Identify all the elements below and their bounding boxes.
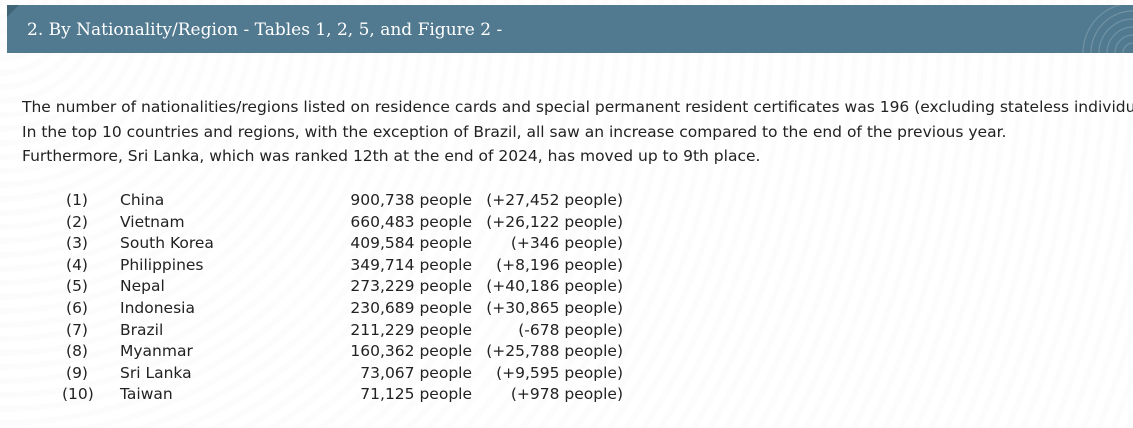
- ranking-row: (9) Sri Lanka 73,067 people (+9,595 people): [0, 363, 700, 385]
- ranking-list: (1) China 900,738 people (+27,452 people) (2…: [0, 190, 700, 406]
- ranking-row: (1) China 900,738 people (+27,452 people): [0, 190, 700, 212]
- population-count: 349,714 people: [350, 255, 472, 274]
- section-header: 2. By Nationality/Region - Tables 1, 2, …: [7, 5, 1133, 53]
- rank-number: (2): [66, 212, 88, 231]
- ranking-row: (8) Myanmar 160,362 people (+25,788 people): [0, 341, 700, 363]
- population-count: 409,584 people: [350, 234, 472, 253]
- rank-number: (3): [66, 234, 88, 253]
- country-name: Myanmar: [120, 342, 193, 361]
- rank-number: (4): [66, 255, 88, 274]
- rank-number: (1): [66, 191, 88, 209]
- ranking-row: (5) Nepal 273,229 people (+40,186 people): [0, 276, 700, 298]
- population-change: (+9,595 people): [496, 363, 623, 382]
- population-count: 273,229 people: [350, 277, 472, 296]
- country-name: Nepal: [120, 277, 165, 296]
- rank-number: (10): [62, 385, 94, 404]
- population-count: 73,067 people: [360, 363, 472, 382]
- country-name: Indonesia: [120, 298, 195, 317]
- intro-line: Furthermore, Sri Lanka, which was ranked…: [22, 147, 761, 165]
- population-change: (+25,788 people): [486, 342, 623, 361]
- population-count: 900,738 people: [350, 191, 472, 209]
- rank-number: (6): [66, 298, 88, 317]
- ranking-row: (6) Indonesia 230,689 people (+30,865 peopl…: [0, 298, 700, 320]
- ranking-row: (2) Vietnam 660,483 people (+26,122 people): [0, 212, 700, 234]
- header-corner-accent: [7, 5, 19, 17]
- section-title: 2. By Nationality/Region - Tables 1, 2, …: [27, 20, 503, 40]
- country-name: Sri Lanka: [120, 363, 192, 382]
- population-change: (+30,865 people): [486, 298, 623, 317]
- country-name: South Korea: [120, 234, 214, 253]
- population-change: (+27,452 people): [486, 191, 623, 209]
- population-count: 230,689 people: [350, 298, 472, 317]
- rank-number: (8): [66, 342, 88, 361]
- population-change: (+346 people): [510, 234, 623, 253]
- country-name: China: [120, 191, 165, 209]
- country-name: Vietnam: [120, 212, 185, 231]
- intro-text: The number of nationalities/regions list…: [22, 95, 1133, 169]
- country-name: Brazil: [120, 320, 164, 339]
- ranking-row: (3) South Korea 409,584 people (+346 people…: [0, 233, 700, 255]
- rank-number: (5): [66, 277, 88, 296]
- intro-line: In the top 10 countries and regions, wit…: [22, 122, 1007, 141]
- wave-pattern-icon: [1082, 5, 1133, 53]
- population-change: (+40,186 people): [486, 277, 623, 296]
- rank-number: (9): [66, 363, 88, 382]
- population-change: (-678 people): [518, 320, 623, 339]
- population-change: (+26,122 people): [486, 212, 623, 231]
- population-change: (+978 people): [510, 385, 623, 404]
- ranking-row: (4) Philippines 349,714 people (+8,196 peop…: [0, 255, 700, 277]
- population-count: 71,125 people: [360, 385, 472, 404]
- ranking-row: (10) Taiwan 71,125 people (+978 people): [0, 384, 700, 406]
- country-name: Taiwan: [120, 385, 173, 404]
- ranking-row: (7) Brazil 211,229 people (-678 people): [0, 320, 700, 342]
- population-count: 160,362 people: [350, 342, 472, 361]
- rank-number: (7): [66, 320, 88, 339]
- country-name: Philippines: [120, 255, 204, 274]
- population-count: 660,483 people: [350, 212, 472, 231]
- intro-line: The number of nationalities/regions list…: [22, 98, 1133, 116]
- population-change: (+8,196 people): [496, 255, 623, 274]
- population-count: 211,229 people: [350, 320, 472, 339]
